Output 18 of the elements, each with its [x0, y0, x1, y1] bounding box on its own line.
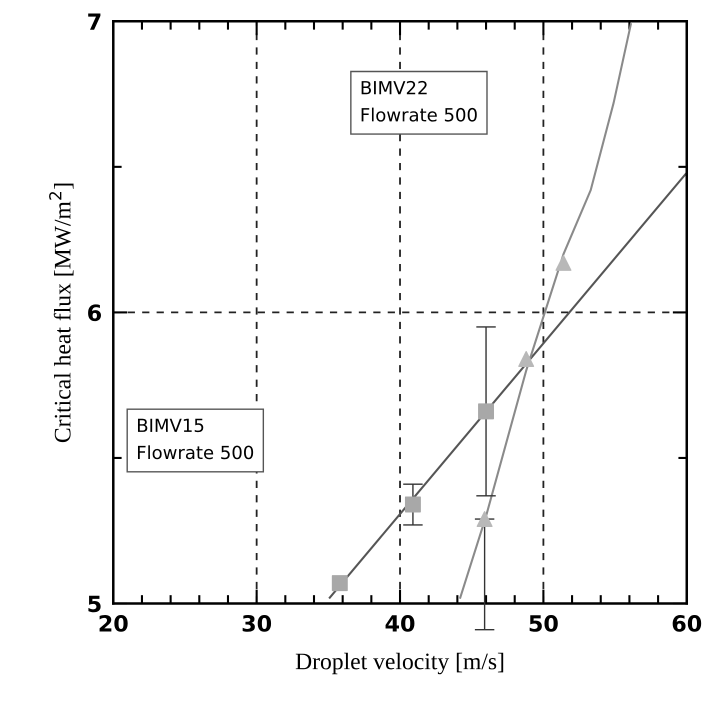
x-tick-label: 40 [386, 615, 414, 632]
x-tick-label: 60 [672, 615, 702, 632]
x-axis-title: Droplet velocity [m/s] [296, 652, 504, 674]
point [555, 254, 572, 271]
y-tick-label: 5 [88, 596, 101, 612]
point [478, 403, 494, 420]
y-axis-title: Critical heat flux [MW/m$^{2}$] [49, 184, 74, 442]
x-tick-label: 50 [530, 615, 558, 632]
x-tick-label: 20 [100, 615, 128, 632]
annotation: BIMV15 Flowrate 500 [138, 418, 254, 460]
annotation: BIMV22 Flowrate 500 [362, 80, 477, 122]
y-tick-label: 7 [88, 14, 100, 30]
point [518, 351, 534, 367]
point [332, 575, 348, 592]
point [404, 496, 421, 513]
x-tick-label: 30 [242, 615, 272, 632]
y-tick-label: 6 [88, 304, 101, 322]
point [476, 511, 493, 528]
